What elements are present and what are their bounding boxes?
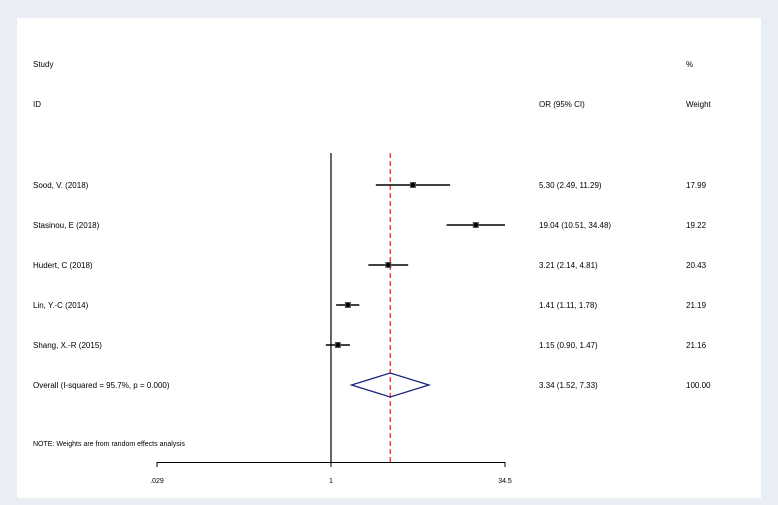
x-axis-band: .029 1 34.5 <box>17 462 761 498</box>
study-label: Shang, X.-R (2015) <box>33 341 102 350</box>
header-weight-pct: % <box>686 60 693 69</box>
header-weight: Weight <box>686 100 712 109</box>
overall-weight-text: 100.00 <box>686 381 711 390</box>
weight-text: 21.16 <box>686 341 707 350</box>
point-estimate <box>410 182 416 188</box>
note-text: NOTE: Weights are from random effects an… <box>33 441 185 448</box>
effect-ci-text: 1.41 (1.11, 1.78) <box>539 301 597 310</box>
point-estimate <box>335 342 341 348</box>
overall-label: Overall (I-squared = 95.7%, p = 0.000) <box>33 381 170 390</box>
effect-ci-text: 19.04 (10.51, 34.48) <box>539 221 611 230</box>
effect-ci-text: 1.15 (0.90, 1.47) <box>539 341 598 350</box>
study-label: Lin, Y.-C (2014) <box>33 301 89 310</box>
study-label: Sood, V. (2018) <box>33 181 89 190</box>
study-label: Stasinou, E (2018) <box>33 221 100 230</box>
weight-text: 19.22 <box>686 221 707 230</box>
chart-panel: Study ID OR (95% CI) % Weight Sood, V. (… <box>17 18 761 462</box>
x-axis: .029 1 34.5 <box>150 462 512 485</box>
overall-diamond <box>349 372 432 398</box>
x-tick-label: .029 <box>150 478 164 485</box>
point-estimate <box>345 302 351 308</box>
header-effect: OR (95% CI) <box>539 100 585 109</box>
effect-ci-text: 3.21 (2.14, 4.81) <box>539 261 598 270</box>
study-label: Hudert, C (2018) <box>33 261 93 270</box>
effect-ci-text: 5.30 (2.49, 11.29) <box>539 181 602 190</box>
forest-plot: Study ID OR (95% CI) % Weight Sood, V. (… <box>33 60 712 462</box>
x-tick-label: 1 <box>329 478 333 485</box>
header-id: ID <box>33 100 41 109</box>
header-study: Study <box>33 60 53 69</box>
point-estimate <box>473 222 478 228</box>
point-estimate <box>386 262 391 268</box>
weight-text: 20.43 <box>686 261 707 270</box>
x-tick-label: 34.5 <box>498 478 512 485</box>
weight-text: 21.19 <box>686 301 707 310</box>
overall-ci-text: 3.34 (1.52, 7.33) <box>539 381 598 390</box>
weight-text: 17.99 <box>686 181 707 190</box>
